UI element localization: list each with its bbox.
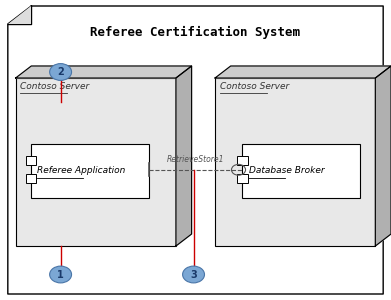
- Text: 1: 1: [57, 269, 64, 280]
- Bar: [237, 175, 248, 183]
- Circle shape: [183, 266, 204, 283]
- Bar: [26, 156, 36, 164]
- Polygon shape: [375, 66, 391, 246]
- Polygon shape: [215, 66, 391, 78]
- Bar: [16, 78, 176, 246]
- Circle shape: [50, 266, 72, 283]
- Text: Referee Application: Referee Application: [38, 167, 126, 176]
- Polygon shape: [8, 6, 31, 24]
- Bar: [26, 175, 36, 183]
- Text: Contoso Server: Contoso Server: [220, 82, 289, 91]
- Bar: [237, 156, 248, 164]
- Bar: [242, 144, 360, 198]
- Text: Contoso Server: Contoso Server: [20, 82, 90, 91]
- Text: Database Broker: Database Broker: [249, 167, 324, 176]
- Circle shape: [50, 64, 72, 80]
- Text: Referee Certification System: Referee Certification System: [90, 26, 301, 39]
- Polygon shape: [176, 66, 192, 246]
- Text: 3: 3: [190, 269, 197, 280]
- Polygon shape: [16, 66, 192, 78]
- Bar: [31, 144, 149, 198]
- Text: RetrieveStore1: RetrieveStore1: [167, 154, 224, 164]
- Bar: [215, 78, 375, 246]
- Text: 2: 2: [57, 67, 64, 77]
